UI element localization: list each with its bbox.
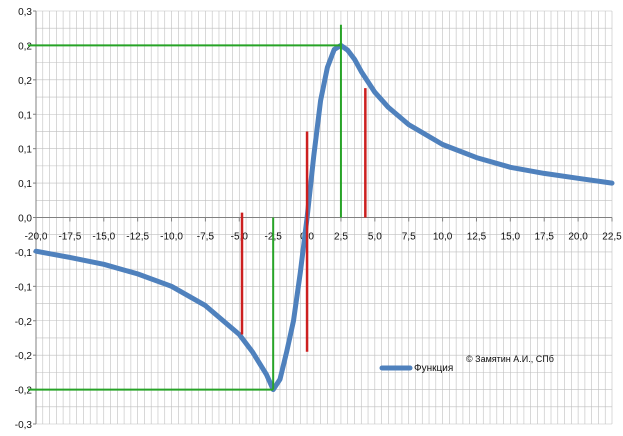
y-tick-label: -0,1 (15, 248, 33, 259)
x-tick-label: -7,5 (197, 232, 215, 243)
x-tick-label: 7,5 (402, 232, 416, 243)
annotations (28, 24, 367, 391)
x-tick-label: 5,0 (368, 232, 382, 243)
x-tick-label: 10,0 (433, 232, 453, 243)
y-tick-label: 0,2 (18, 76, 32, 87)
x-tick-label: 15,0 (501, 232, 521, 243)
y-tick-label: 0,2 (18, 41, 32, 52)
legend-label: Функция (414, 363, 453, 374)
x-tick-label: 12,5 (467, 232, 487, 243)
x-tick-label: 20,0 (568, 232, 588, 243)
y-tick-label: 0,3 (18, 7, 32, 18)
x-tick-label: -17,5 (58, 232, 81, 243)
y-tick-label: -0,2 (15, 386, 33, 397)
copyright-text: © Замятин А.И., СПб (466, 354, 554, 364)
x-tick-label: 17,5 (535, 232, 555, 243)
y-tick-label: 0,0 (18, 214, 32, 225)
x-tick-label: -12,5 (126, 232, 149, 243)
series-line (33, 42, 615, 393)
x-tick-label: 2,5 (334, 232, 348, 243)
x-tick-label: 22,5 (602, 232, 622, 243)
legend: Функция (379, 363, 453, 374)
y-tick-label: 0,1 (18, 179, 32, 190)
axes: -20,0-17,5-15,0-12,5-10,0-7,5-5,0-2,50,0… (15, 7, 622, 431)
y-tick-label: 0,1 (18, 110, 32, 121)
x-tick-label: -20,0 (25, 232, 48, 243)
y-tick-label: 0,1 (18, 145, 32, 156)
y-tick-label: -0,2 (15, 351, 33, 362)
series-layer (33, 42, 615, 393)
y-tick-label: -0,2 (15, 317, 33, 328)
x-tick-label: -10,0 (160, 232, 183, 243)
x-tick-label: -15,0 (92, 232, 115, 243)
x-tick-label: -5,0 (231, 232, 249, 243)
y-tick-label: -0,1 (15, 282, 33, 293)
y-tick-label: -0,3 (15, 420, 33, 431)
